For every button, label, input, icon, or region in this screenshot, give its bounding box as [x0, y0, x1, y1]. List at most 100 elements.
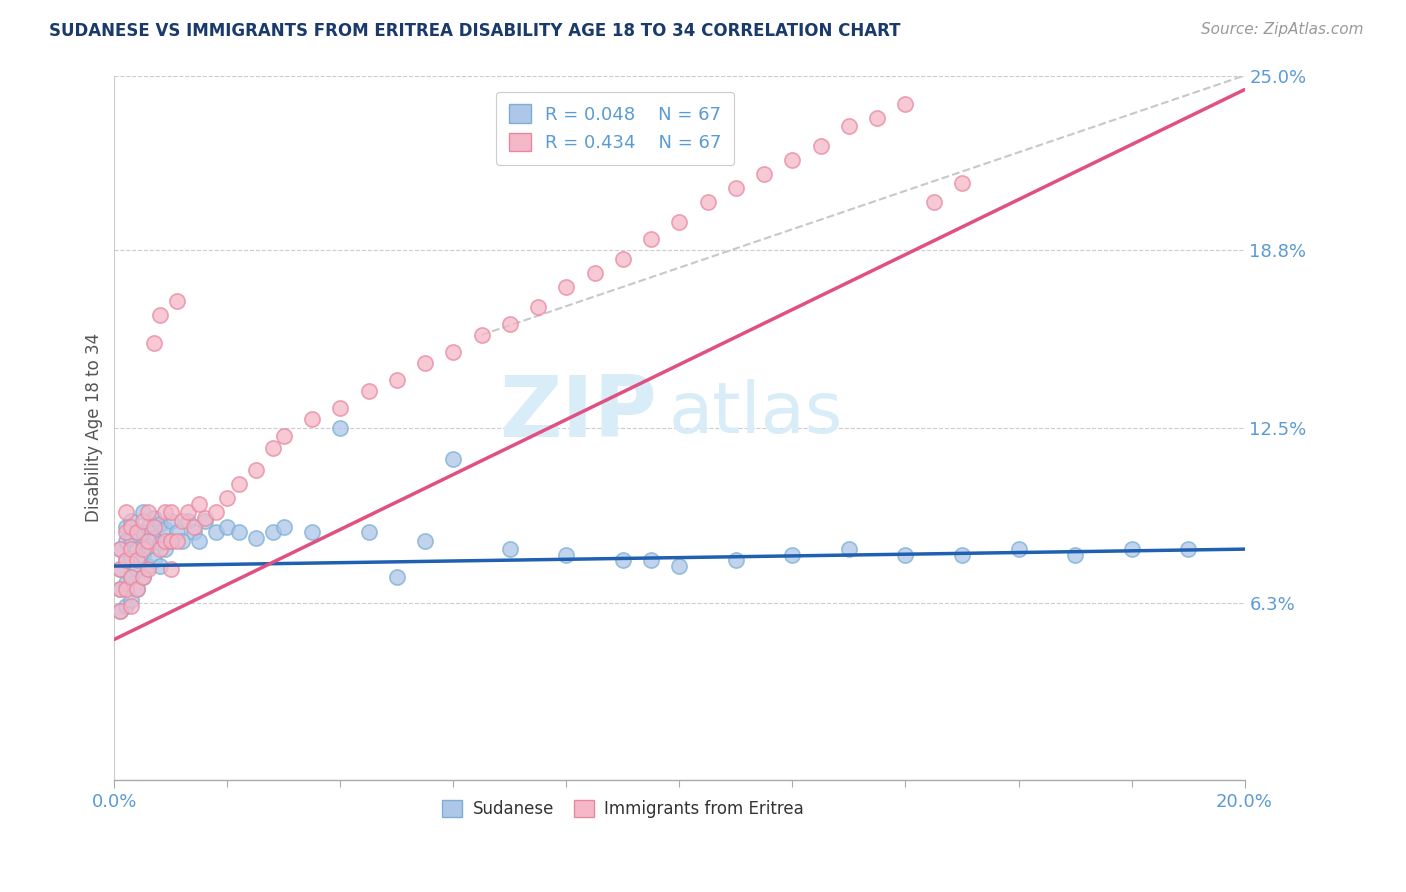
- Point: [131, 514, 153, 528]
- Point: [527, 300, 550, 314]
- Point: [114, 525, 136, 540]
- Point: [894, 96, 917, 111]
- Point: [668, 559, 690, 574]
- Point: [108, 562, 131, 576]
- Point: [136, 519, 159, 533]
- Point: [136, 506, 159, 520]
- Point: [245, 463, 267, 477]
- Point: [205, 525, 228, 540]
- Point: [217, 491, 239, 506]
- Point: [385, 373, 408, 387]
- Point: [177, 506, 200, 520]
- Point: [301, 412, 323, 426]
- Point: [143, 511, 166, 525]
- Point: [499, 317, 522, 331]
- Text: Source: ZipAtlas.com: Source: ZipAtlas.com: [1201, 22, 1364, 37]
- Point: [810, 139, 832, 153]
- Point: [120, 519, 142, 533]
- Point: [696, 195, 718, 210]
- Point: [131, 525, 153, 540]
- Point: [950, 548, 973, 562]
- Point: [143, 336, 166, 351]
- Point: [155, 506, 177, 520]
- Point: [262, 525, 284, 540]
- Point: [125, 542, 148, 557]
- Point: [108, 542, 131, 557]
- Point: [194, 514, 217, 528]
- Point: [555, 548, 578, 562]
- Point: [149, 559, 172, 574]
- Point: [120, 514, 142, 528]
- Point: [329, 421, 352, 435]
- Point: [114, 576, 136, 591]
- Point: [583, 266, 606, 280]
- Point: [149, 542, 172, 557]
- Point: [131, 570, 153, 584]
- Point: [114, 519, 136, 533]
- Y-axis label: Disability Age 18 to 34: Disability Age 18 to 34: [86, 334, 103, 523]
- Point: [443, 344, 465, 359]
- Point: [640, 232, 662, 246]
- Point: [143, 519, 166, 533]
- Point: [125, 525, 148, 540]
- Point: [155, 522, 177, 536]
- Point: [131, 570, 153, 584]
- Text: atlas: atlas: [668, 379, 842, 449]
- Point: [131, 548, 153, 562]
- Point: [754, 167, 776, 181]
- Point: [143, 553, 166, 567]
- Point: [120, 599, 142, 613]
- Point: [166, 533, 188, 548]
- Point: [172, 533, 194, 548]
- Point: [838, 120, 860, 134]
- Point: [114, 533, 136, 548]
- Point: [1121, 542, 1143, 557]
- Point: [838, 542, 860, 557]
- Point: [1007, 542, 1029, 557]
- Point: [149, 536, 172, 550]
- Point: [301, 525, 323, 540]
- Point: [273, 519, 295, 533]
- Point: [114, 553, 136, 567]
- Point: [136, 533, 159, 548]
- Point: [166, 293, 188, 308]
- Point: [114, 599, 136, 613]
- Point: [108, 604, 131, 618]
- Point: [120, 593, 142, 607]
- Point: [612, 252, 634, 266]
- Point: [120, 570, 142, 584]
- Point: [131, 542, 153, 557]
- Point: [188, 497, 211, 511]
- Point: [136, 539, 159, 553]
- Point: [166, 525, 188, 540]
- Point: [131, 506, 153, 520]
- Point: [357, 525, 380, 540]
- Point: [155, 533, 177, 548]
- Point: [443, 451, 465, 466]
- Point: [108, 582, 131, 596]
- Point: [160, 533, 183, 548]
- Point: [120, 550, 142, 565]
- Legend: Sudanese, Immigrants from Eritrea: Sudanese, Immigrants from Eritrea: [436, 793, 810, 825]
- Point: [894, 548, 917, 562]
- Point: [922, 195, 945, 210]
- Point: [555, 280, 578, 294]
- Point: [262, 441, 284, 455]
- Point: [136, 559, 159, 574]
- Point: [160, 506, 183, 520]
- Point: [866, 111, 889, 125]
- Point: [160, 533, 183, 548]
- Point: [217, 519, 239, 533]
- Point: [125, 582, 148, 596]
- Point: [668, 215, 690, 229]
- Point: [108, 604, 131, 618]
- Point: [108, 562, 131, 576]
- Point: [950, 176, 973, 190]
- Point: [228, 525, 250, 540]
- Point: [120, 542, 142, 557]
- Point: [160, 562, 183, 576]
- Point: [612, 553, 634, 567]
- Point: [149, 308, 172, 322]
- Point: [724, 181, 747, 195]
- Point: [108, 542, 131, 557]
